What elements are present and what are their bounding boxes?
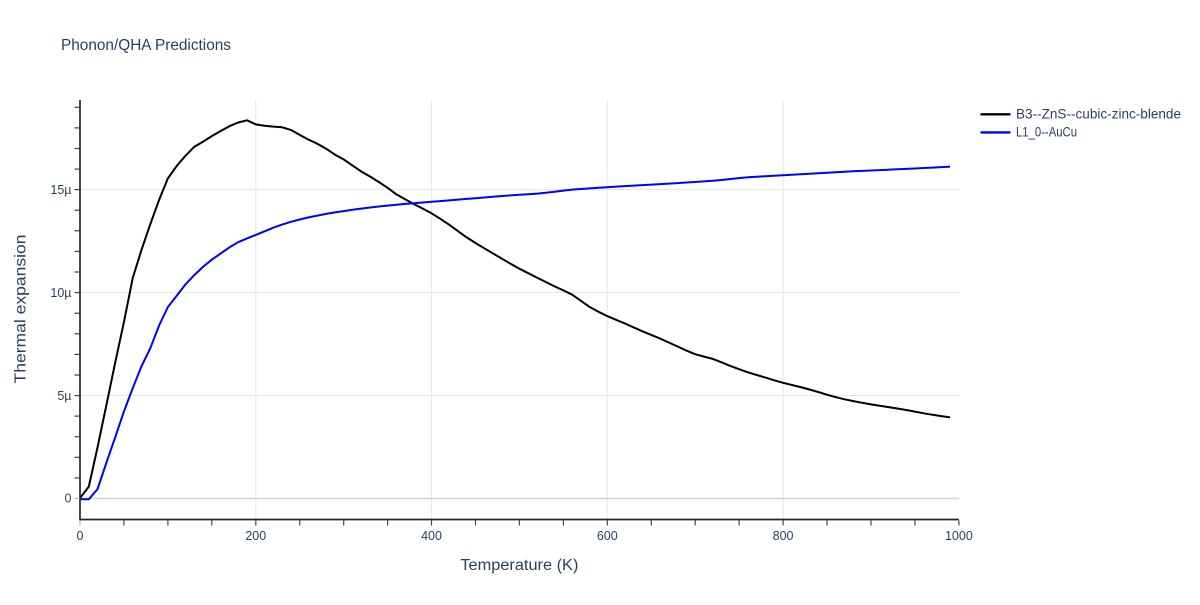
svg-text:800: 800 xyxy=(773,529,794,543)
svg-text:600: 600 xyxy=(597,529,618,543)
svg-text:1000: 1000 xyxy=(945,529,973,543)
svg-text:B3--ZnS--cubic-zinc-blende: B3--ZnS--cubic-zinc-blende xyxy=(1016,107,1181,122)
svg-text:400: 400 xyxy=(421,529,442,543)
svg-text:L1_0--AuCu: L1_0--AuCu xyxy=(1016,125,1077,140)
svg-text:0: 0 xyxy=(65,492,72,506)
svg-text:Thermal expansion: Thermal expansion xyxy=(13,235,30,384)
svg-text:Temperature (K): Temperature (K) xyxy=(460,557,578,574)
svg-text:0: 0 xyxy=(77,529,84,543)
svg-text:Phonon/QHA Predictions: Phonon/QHA Predictions xyxy=(61,37,231,54)
svg-text:200: 200 xyxy=(245,529,266,543)
svg-text:10µ: 10µ xyxy=(50,286,71,300)
svg-text:15µ: 15µ xyxy=(50,183,71,197)
svg-text:5µ: 5µ xyxy=(57,389,71,403)
